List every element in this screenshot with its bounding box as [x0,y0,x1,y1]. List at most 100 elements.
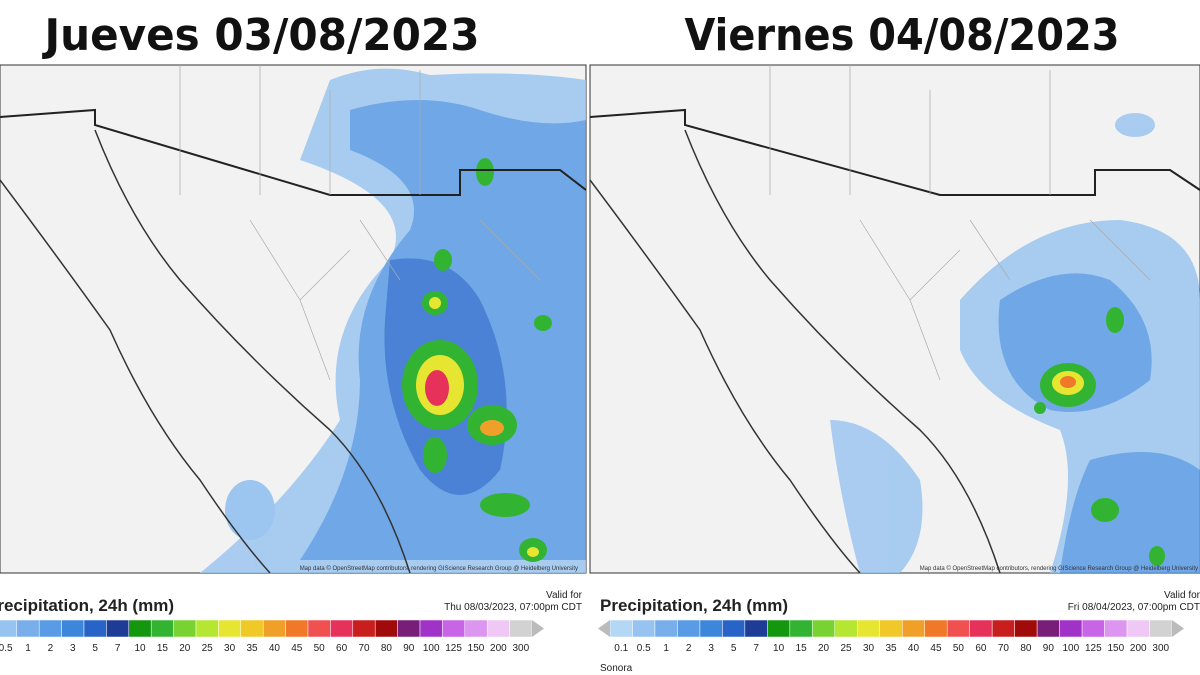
scale-label: 125 [1085,643,1102,654]
scale-label: 300 [1152,643,1169,654]
scale-label: 200 [490,643,507,654]
color-swatch [969,619,993,638]
map-attribution: Map data © OpenStreetMap contributors, r… [920,565,1198,572]
panel-title: Viernes 04/08/2023 [685,10,1120,61]
color-swatch [173,619,197,638]
valid-label: Valid for [546,590,583,601]
scale-label: 70 [358,643,370,654]
panel: Jueves 03/08/2023 Map data © OpenStreetMa… [0,10,583,654]
scale-label: 300 [512,643,529,654]
color-swatch [397,619,421,638]
scale-label: 15 [157,643,169,654]
color-swatch [1036,619,1060,638]
scale-label: 10 [773,643,785,654]
scale-label: 50 [953,643,965,654]
scale-label: 80 [1020,643,1032,654]
scale-label: 20 [818,643,830,654]
color-swatch [722,619,746,638]
map-attribution: Map data © OpenStreetMap contributors, r… [300,565,578,572]
color-swatch [262,619,286,638]
scale-label: 2 [686,643,692,654]
scale-label: 35 [246,643,258,654]
panel-title: Jueves 03/08/2023 [42,10,480,61]
scale-label: 200 [1130,643,1147,654]
color-swatch [106,619,130,638]
color-swatch [16,619,40,638]
color-swatch [812,619,836,638]
scale-label: 5 [92,643,98,654]
color-swatch [218,619,242,638]
color-swatch [330,619,354,638]
map-left [0,65,586,573]
color-swatch [352,619,376,638]
color-swatch [0,619,18,638]
scale-label: 1 [25,643,31,654]
color-swatch [464,619,488,638]
map-right [590,65,1200,573]
color-swatch [857,619,881,638]
legend-title: Precipitation, 24h (mm) [0,596,174,615]
scale-label: 25 [202,643,214,654]
color-swatch [1149,619,1173,638]
scale-label: 40 [908,643,920,654]
scale-label: 35 [885,643,897,654]
scale-label: 3 [708,643,714,654]
scale-label: 0.5 [637,643,651,654]
color-swatch [1104,619,1128,638]
color-swatch [632,619,656,638]
scale-label: 45 [930,643,942,654]
color-swatch [677,619,701,638]
color-swatch [924,619,948,638]
color-swatch [946,619,970,638]
scale-label: 90 [1043,643,1055,654]
color-swatch [61,619,85,638]
scale-label: 30 [224,643,236,654]
color-swatch [83,619,107,638]
color-swatch [991,619,1015,638]
scale-label: 7 [753,643,759,654]
scale-label: 3 [70,643,76,654]
scale-label: 5 [731,643,737,654]
color-swatch [1014,619,1038,638]
scale-label: 60 [336,643,348,654]
color-swatch [699,619,723,638]
color-swatch [789,619,813,638]
color-swatch [38,619,62,638]
legend-title: Precipitation, 24h (mm) [600,596,788,615]
scale-label: 7 [115,643,121,654]
scale-label: 150 [1107,643,1124,654]
color-swatch [901,619,925,638]
panel: Viernes 04/08/2023 Map data © OpenStreetM… [598,10,1200,654]
color-swatch [150,619,174,638]
color-swatch [609,619,633,638]
color-swatch [834,619,858,638]
color-swatch [374,619,398,638]
color-swatch [879,619,903,638]
scale-label: 0.5 [0,643,13,654]
scale-arrow [532,620,544,637]
scale-label: 60 [975,643,987,654]
scale-label: 15 [796,643,808,654]
valid-label: Valid for [1164,590,1200,601]
color-swatch [442,619,466,638]
color-swatch [486,619,510,638]
scale-label: 80 [381,643,393,654]
color-swatch [654,619,678,638]
color-swatch [128,619,152,638]
color-swatch [1081,619,1105,638]
scale-label: 20 [179,643,191,654]
scale-label: 100 [423,643,440,654]
scale-label: 0.1 [614,643,628,654]
color-swatch [509,619,533,638]
color-swatch [195,619,219,638]
color-swatch [767,619,791,638]
scale-label: 2 [48,643,54,654]
scale-label: 40 [269,643,281,654]
scale-label: 30 [863,643,875,654]
scale-label: 50 [314,643,326,654]
color-swatch [1126,619,1150,638]
color-swatch [1059,619,1083,638]
scale-label: 100 [1062,643,1079,654]
